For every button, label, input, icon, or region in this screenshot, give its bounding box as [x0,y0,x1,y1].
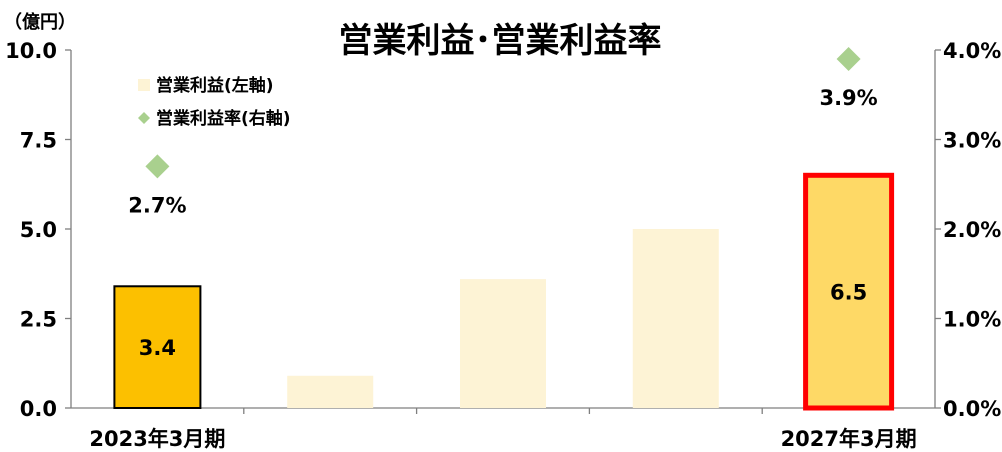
left-axis-unit-label: （億円） [4,11,76,33]
category-label: 2023年3月期 [89,427,225,451]
left-tick-label: 7.5 [20,129,57,153]
right-tick-label: 2.0% [943,218,1001,242]
left-axis-ticks: 0.0 2.5 5.0 7.5 10.0 [5,39,763,421]
legend-bar-swatch [138,79,150,91]
right-tick-label: 0.0% [943,397,1001,421]
left-tick-label: 0.0 [20,397,57,421]
marker-series: 2.7% 3.9% [128,46,878,217]
right-tick-label: 1.0% [943,308,1001,332]
bar [460,279,546,408]
category-labels: 2023年3月期 2027年3月期 [89,427,916,451]
bar [113,285,202,409]
legend-marker-label: 営業利益率(右軸) [156,108,291,129]
left-tick-label: 2.5 [20,308,57,332]
rate-value-label: 3.9% [819,86,877,110]
rate-marker [836,46,861,71]
rate-marker [145,154,170,179]
legend: 営業利益(左軸) 営業利益率(右軸) [138,75,291,129]
bar [803,172,895,411]
bar-series: 3.4 6.5 [113,172,895,411]
bar [287,375,374,408]
legend-bar-label: 営業利益(左軸) [156,75,274,96]
bar-value-label: 3.4 [139,336,176,360]
bar-value-label: 6.5 [830,281,867,305]
bar [632,229,719,408]
left-tick-label: 5.0 [20,218,57,242]
chart-title: 営業利益･営業利益率 [339,21,662,61]
category-label: 2027年3月期 [781,427,917,451]
rate-value-label: 2.7% [128,193,186,217]
right-tick-label: 3.0% [943,129,1001,153]
right-axis-ticks: 0.0% 1.0% 2.0% 3.0% 4.0% [935,39,1001,421]
legend-marker-swatch [138,112,150,124]
left-tick-label: 10.0 [5,39,57,63]
right-tick-label: 4.0% [943,39,1001,63]
